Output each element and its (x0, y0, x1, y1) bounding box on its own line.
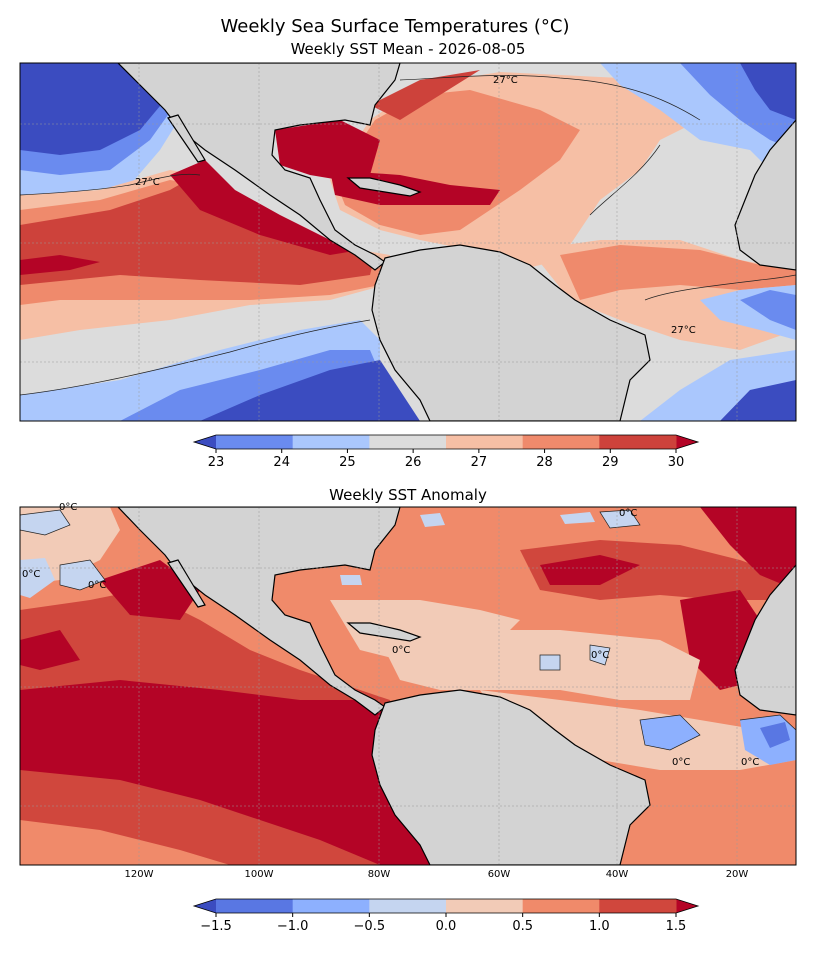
colorbar-segment (599, 435, 677, 449)
colorbar-segment (216, 899, 294, 913)
mean-panel-title: Weekly SST Mean - 2026-08-05 (290, 40, 526, 58)
colorbar-segment (522, 899, 600, 913)
colorbar-tick-label: 0.0 (435, 919, 457, 934)
colorbar-tick-label: 24 (273, 455, 290, 470)
colorbar-segment (446, 899, 524, 913)
colorbar-tick-label: 30 (667, 455, 685, 470)
anomaly-contour-label: 0°C (672, 757, 691, 768)
longitude-label: 40W (605, 869, 629, 880)
colorbar-segment (216, 435, 294, 449)
colorbar-segment (599, 899, 677, 913)
mean-colorbar (192, 434, 700, 453)
longitude-label: 20W (725, 869, 749, 880)
figure-suptitle: Weekly Sea Surface Temperatures (°C) (220, 16, 570, 37)
mean-map-frame (19, 62, 797, 422)
colorbar-tick-label: 1.5 (665, 919, 687, 934)
anomaly-contour-label: 0°C (619, 508, 638, 519)
colorbar-segment (446, 435, 524, 449)
anomaly-contour-label: 0°C (591, 650, 610, 661)
colorbar-tick-label: −1.5 (200, 919, 232, 934)
colorbar-tick-label: 27 (470, 455, 488, 470)
anomaly-contour-label: 0°C (22, 569, 41, 580)
mean-contour-label: 27°C (493, 75, 518, 86)
mean-map-area (20, 63, 796, 421)
mean-contour-label: 27°C (135, 177, 160, 188)
colorbar-segment (369, 899, 447, 913)
colorbar-tick-label: −0.5 (353, 919, 386, 934)
colorbar-tick-label: 25 (339, 455, 356, 470)
colorbar-extend-high (676, 435, 698, 449)
anomaly-map-frame (19, 506, 797, 866)
anomaly-panel-title: Weekly SST Anomaly (329, 486, 487, 504)
colorbar-tick-label: 1.0 (588, 919, 610, 934)
colorbar-tick-label: 26 (404, 455, 422, 470)
anomaly-contour-label: 0°C (59, 502, 78, 513)
longitude-label: 60W (487, 869, 511, 880)
longitude-label: 120W (124, 869, 154, 880)
anomaly-map-area (20, 507, 796, 865)
colorbar-extend-high (676, 899, 698, 913)
colorbar-extend-low (194, 435, 216, 449)
longitude-label: 80W (367, 869, 391, 880)
colorbar-segment (292, 435, 370, 449)
anomaly-contour-label: 0°C (392, 645, 411, 656)
colorbar-tick-label: 29 (602, 455, 619, 470)
anomaly-colorbar (192, 898, 700, 917)
longitude-label: 100W (244, 869, 274, 880)
anomaly-contour-label: 0°C (88, 580, 107, 591)
colorbar-tick-label: 0.5 (512, 919, 533, 934)
colorbar-segment (292, 899, 370, 913)
colorbar-tick-label: 28 (536, 455, 553, 470)
mean-contour-label: 27°C (671, 325, 696, 336)
colorbar-extend-low (194, 899, 216, 913)
colorbar-segment (369, 435, 447, 449)
colorbar-tick-label: −1.0 (276, 919, 309, 934)
colorbar-tick-label: 23 (207, 455, 225, 470)
colorbar-segment (522, 435, 600, 449)
anomaly-contour-label: 0°C (741, 757, 760, 768)
